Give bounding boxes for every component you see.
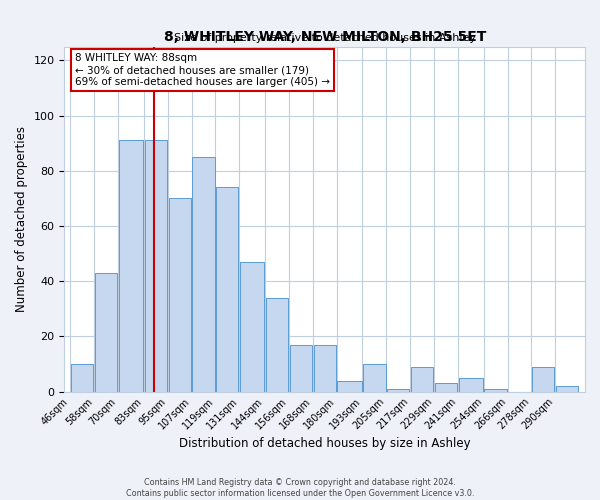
Bar [95,273,117,392]
Bar [169,198,191,392]
Bar [193,157,215,392]
Bar [532,367,554,392]
Text: Size of property relative to detached houses in Ashley: Size of property relative to detached ho… [174,33,476,43]
Bar [290,344,312,392]
Bar [119,140,143,392]
Title: 8, WHITLEY WAY, NEW MILTON, BH25 5ET: 8, WHITLEY WAY, NEW MILTON, BH25 5ET [164,30,486,44]
Bar [435,384,457,392]
Text: Contains HM Land Registry data © Crown copyright and database right 2024.
Contai: Contains HM Land Registry data © Crown c… [126,478,474,498]
Bar [266,298,288,392]
Bar [484,389,507,392]
Bar [411,367,433,392]
Bar [145,140,167,392]
Bar [337,380,362,392]
Bar [556,386,578,392]
Bar [240,262,264,392]
Y-axis label: Number of detached properties: Number of detached properties [15,126,28,312]
Text: 8 WHITLEY WAY: 88sqm
← 30% of detached houses are smaller (179)
69% of semi-deta: 8 WHITLEY WAY: 88sqm ← 30% of detached h… [75,54,330,86]
Bar [314,344,336,392]
Bar [71,364,94,392]
Bar [363,364,386,392]
Bar [458,378,483,392]
X-axis label: Distribution of detached houses by size in Ashley: Distribution of detached houses by size … [179,437,470,450]
Bar [216,188,238,392]
Bar [387,389,409,392]
